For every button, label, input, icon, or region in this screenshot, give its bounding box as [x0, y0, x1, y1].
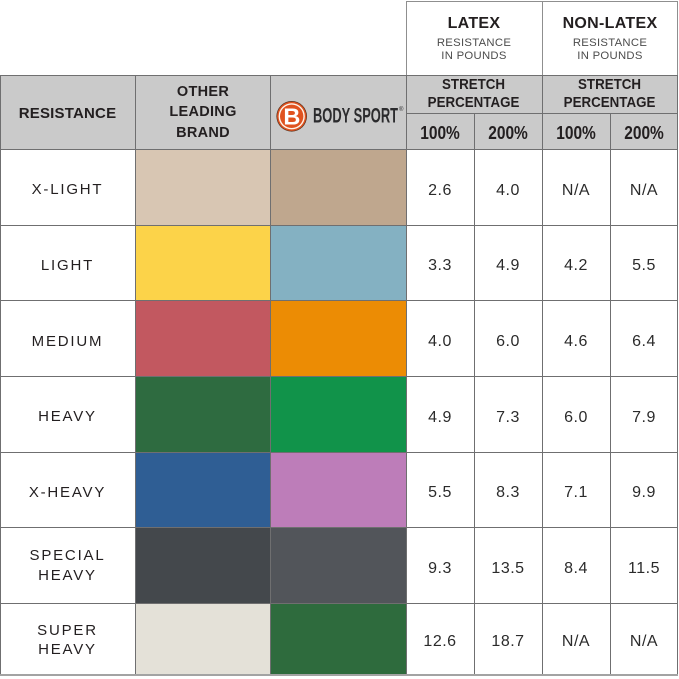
svg-text:®: ®	[399, 106, 404, 113]
svg-text:B: B	[283, 104, 300, 130]
svg-text:BODY SPORT: BODY SPORT	[313, 104, 398, 128]
